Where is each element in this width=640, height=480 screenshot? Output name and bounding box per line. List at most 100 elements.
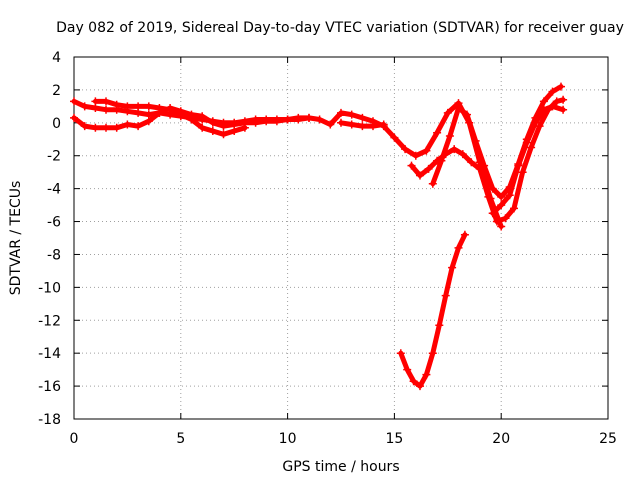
data-point <box>230 127 239 135</box>
data-point <box>467 158 476 167</box>
x-tick-label: 10 <box>279 431 297 447</box>
data-point <box>358 113 367 122</box>
data-point <box>488 184 497 193</box>
data-point <box>219 130 228 139</box>
data-point <box>187 115 196 124</box>
data-point <box>480 161 489 170</box>
data-point <box>379 120 388 129</box>
data-point <box>497 222 506 231</box>
data-point <box>422 146 431 155</box>
data-point <box>475 164 484 173</box>
data-point <box>557 82 565 91</box>
data-point <box>424 164 433 173</box>
data-point <box>416 382 424 391</box>
data-point <box>416 171 424 180</box>
series-line <box>430 84 564 200</box>
data-point <box>548 87 557 96</box>
data-point <box>123 102 132 111</box>
data-point <box>70 97 78 106</box>
data-point <box>559 95 568 104</box>
data-point <box>471 136 480 145</box>
data-point <box>396 349 405 358</box>
y-tick-label: -10 <box>38 280 61 296</box>
x-tick-label: 5 <box>176 431 185 447</box>
data-point <box>401 145 410 154</box>
data-point <box>102 97 110 106</box>
data-point <box>510 204 518 213</box>
axis-ticks <box>73 56 609 420</box>
data-point <box>443 108 452 117</box>
y-tick-label: 4 <box>52 50 61 66</box>
data-point <box>112 100 121 109</box>
data-point <box>347 120 356 129</box>
y-tick-label: -16 <box>38 379 61 395</box>
data-point <box>198 112 207 121</box>
data-point <box>428 349 437 358</box>
data-point <box>176 110 185 119</box>
data-point <box>91 123 100 132</box>
chart-title: Day 082 of 2019, Sidereal Day-to-day VTE… <box>56 20 624 36</box>
data-point <box>198 123 207 132</box>
data-point <box>433 128 442 137</box>
data-point <box>134 122 143 131</box>
data-point <box>422 370 431 379</box>
data-point <box>539 97 548 106</box>
data-point <box>166 105 175 114</box>
data-point <box>240 123 249 132</box>
data-point <box>522 138 531 147</box>
data-point <box>454 243 463 252</box>
data-point <box>492 217 501 226</box>
data-point <box>283 115 292 124</box>
data-point <box>315 115 324 124</box>
x-axis-label: GPS time / hours <box>282 459 399 475</box>
series-trace-h <box>396 230 469 391</box>
x-tick-label: 25 <box>599 431 617 447</box>
data-point <box>488 209 497 218</box>
y-tick-label: -6 <box>47 215 61 231</box>
data-point <box>102 105 110 114</box>
data-point <box>305 113 313 122</box>
data-point <box>91 97 100 106</box>
data-point <box>123 120 132 129</box>
data-point <box>347 110 356 119</box>
data-point <box>518 168 527 177</box>
data-point <box>155 104 164 112</box>
data-point <box>208 127 217 135</box>
data-point <box>144 117 153 126</box>
data-point <box>535 122 544 131</box>
data-point <box>112 123 121 132</box>
data-point <box>531 118 540 127</box>
data-point <box>403 365 412 374</box>
plot-frame <box>73 56 609 420</box>
data-series <box>70 82 568 391</box>
y-tick-label: -2 <box>47 149 61 165</box>
y-tick-label: 2 <box>52 83 61 99</box>
data-point <box>326 120 335 129</box>
data-point <box>501 214 510 223</box>
data-point <box>411 151 420 160</box>
data-point <box>272 117 281 126</box>
data-point <box>144 102 153 111</box>
x-tick-label: 15 <box>385 431 403 447</box>
data-point <box>497 192 506 201</box>
y-tick-label: -8 <box>47 247 61 263</box>
data-point <box>514 161 523 170</box>
x-tick-label: 20 <box>492 431 510 447</box>
data-point <box>262 117 271 126</box>
data-point <box>428 179 437 188</box>
series-trace-f <box>428 82 565 201</box>
data-point <box>505 191 514 200</box>
data-point <box>134 102 143 111</box>
y-tick-label: -12 <box>38 313 61 329</box>
data-point <box>559 105 568 114</box>
series-line <box>398 232 468 389</box>
data-point <box>390 133 399 142</box>
data-point <box>337 118 345 127</box>
y-tick-label: 0 <box>52 116 61 132</box>
data-point <box>460 230 469 239</box>
x-tick-label: 0 <box>70 431 79 447</box>
data-point <box>445 132 454 140</box>
y-tick-label: -4 <box>47 182 61 198</box>
